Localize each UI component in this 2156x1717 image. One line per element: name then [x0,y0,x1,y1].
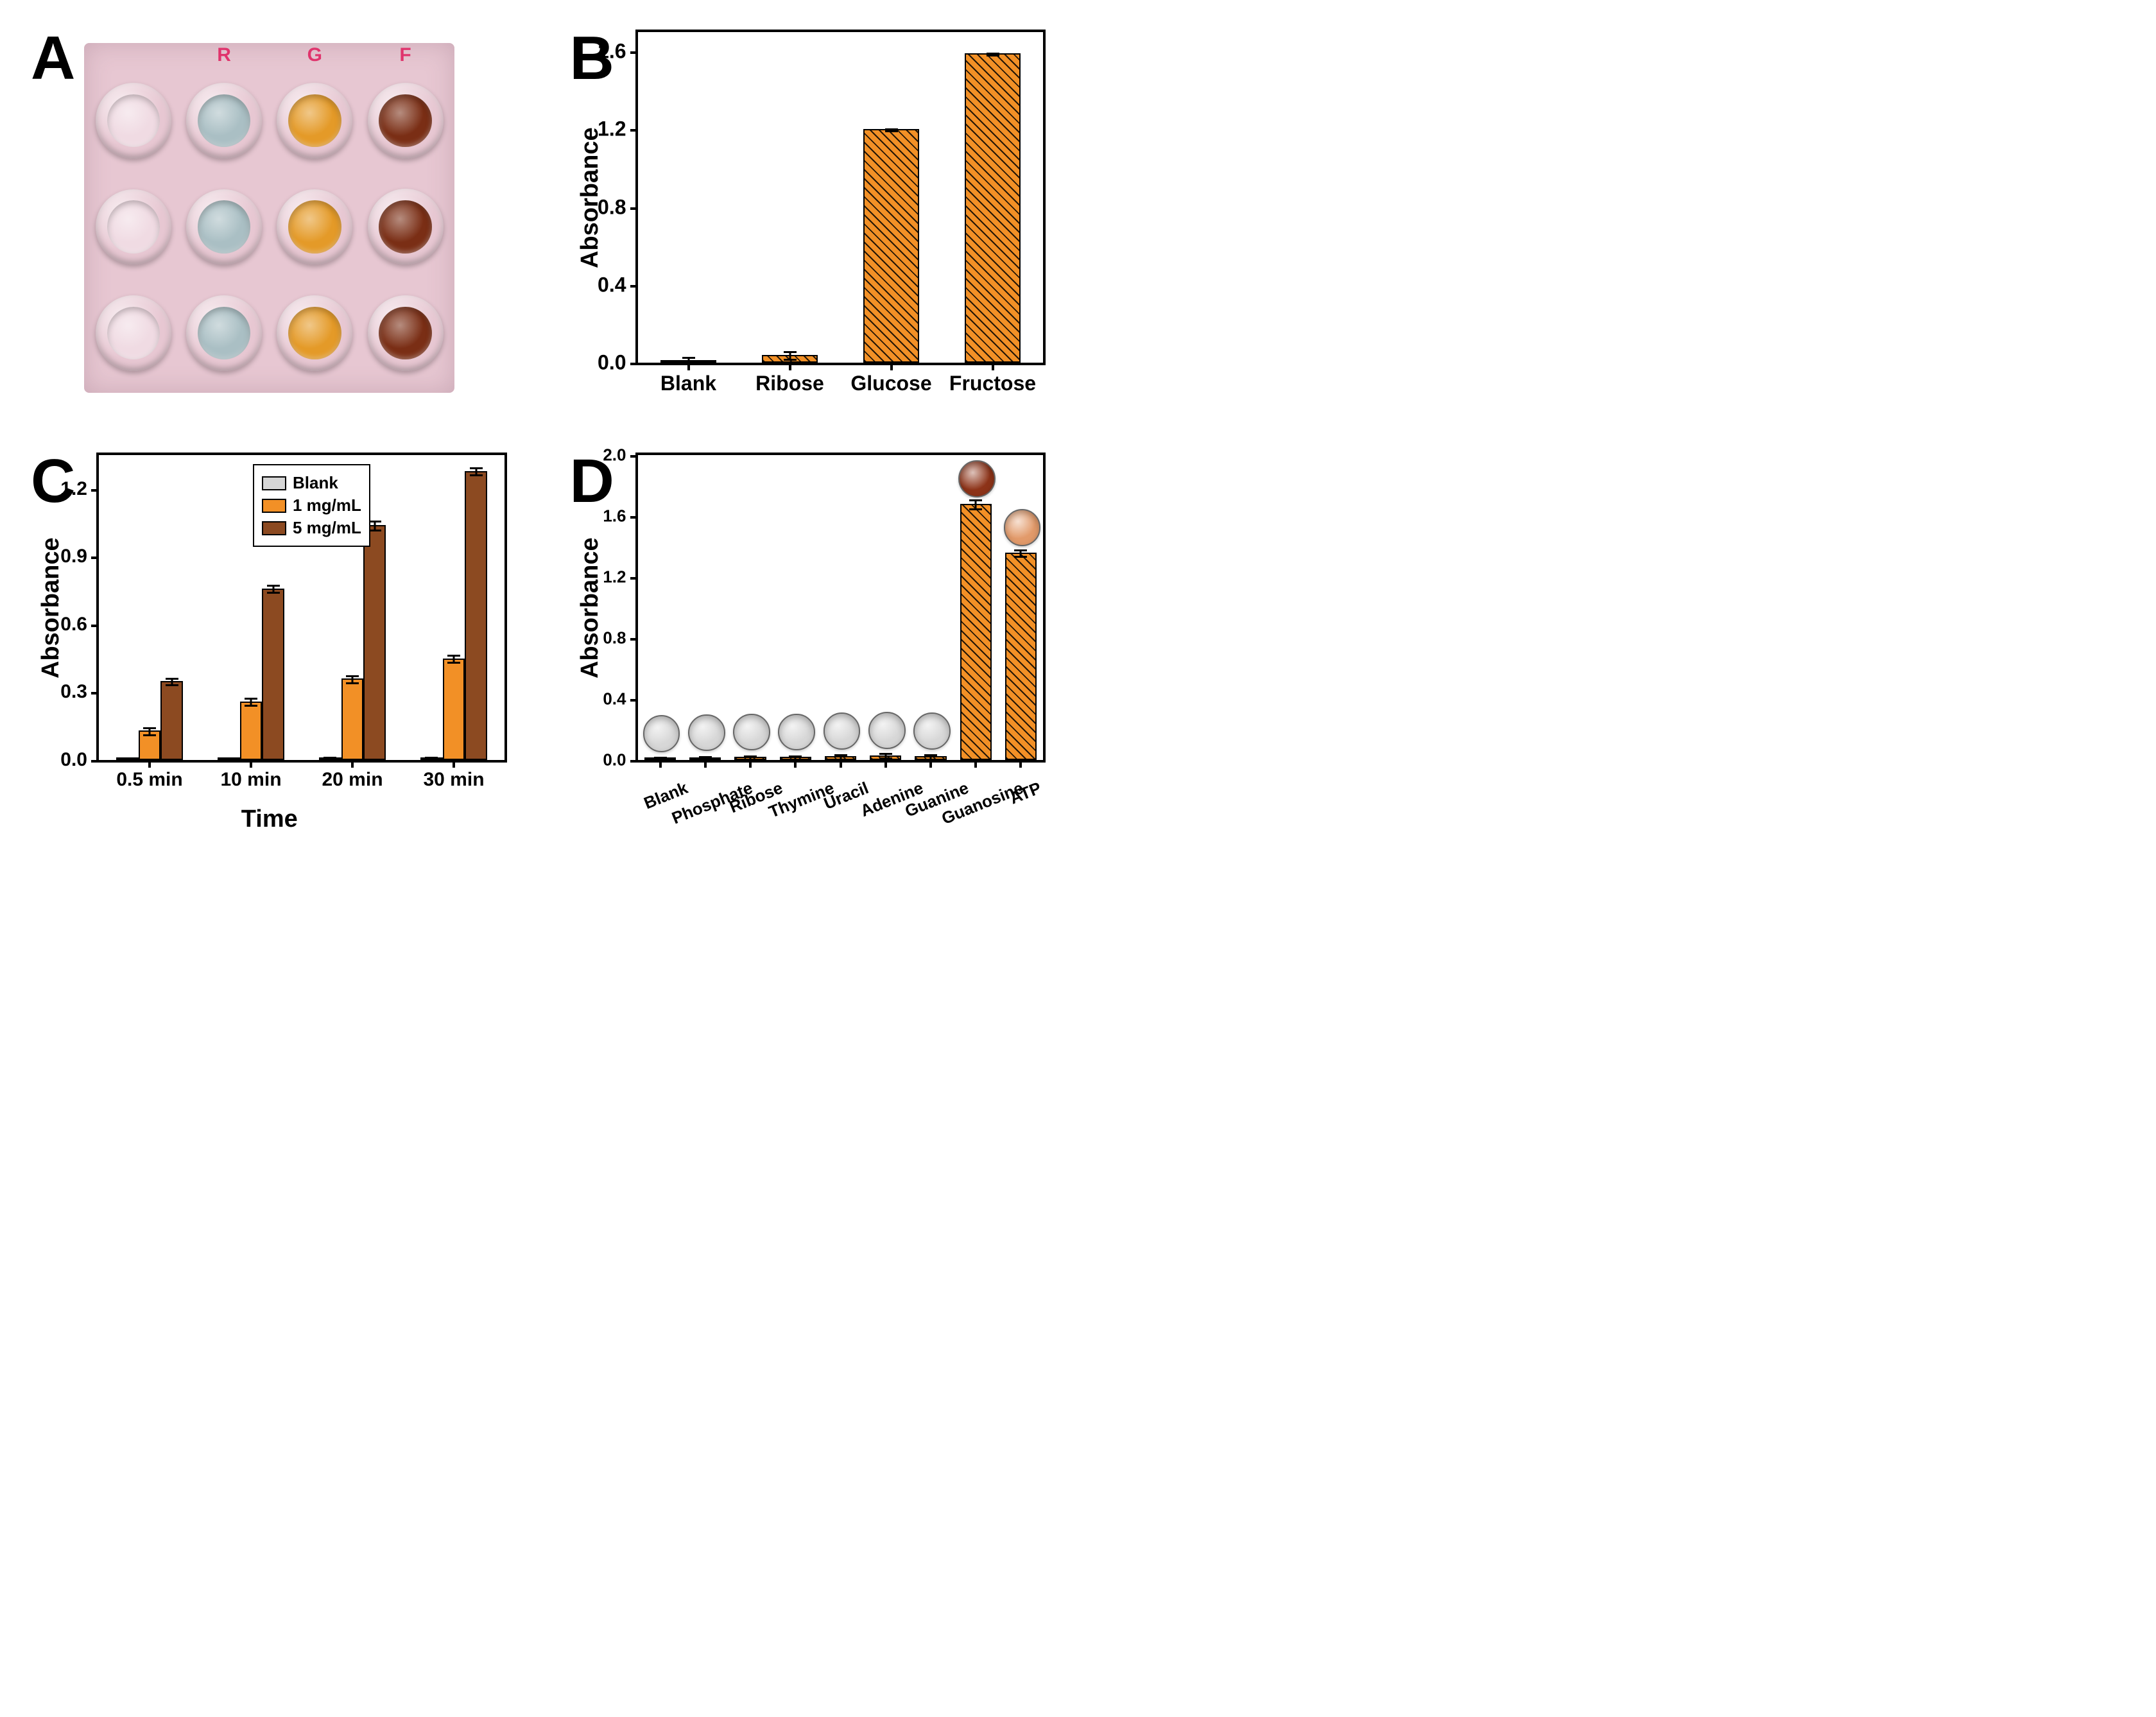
bar-chart-d: 0.00.40.81.21.62.0BlankPhosphateRiboseTh… [558,442,1059,840]
bar-chart-c: 0.00.30.60.91.20.5 min10 min20 min30 min… [19,442,520,840]
panel-a: A RGF [19,19,520,417]
y-tick-label: 0.4 [603,689,626,709]
panel-c: C 0.00.30.60.91.20.5 min10 min20 min30 m… [19,442,520,840]
inset-well-icon [824,712,861,750]
panel-b: B 0.00.40.81.21.6BlankRiboseGlucoseFruct… [558,19,1059,417]
y-tick-label: 0.4 [598,273,626,297]
inset-well-icon [643,715,680,752]
y-axis-label: Absorbance [576,127,604,268]
well [96,189,171,265]
plot-area: 0.00.30.60.91.20.5 min10 min20 min30 min… [96,453,507,763]
y-tick-label: 0.3 [60,681,87,703]
bar [262,589,284,760]
x-tick-label: 30 min [423,769,484,791]
inset-well-icon [733,714,770,751]
legend-swatch [262,476,286,490]
bar-chart-b: 0.00.40.81.21.6BlankRiboseGlucoseFructos… [558,19,1059,417]
x-tick-label: Glucose [850,372,931,395]
bar [960,504,992,760]
well [277,83,352,159]
bar [465,471,487,760]
y-tick-label: 0.8 [603,628,626,648]
well [368,295,444,371]
inset-well-icon [958,460,996,497]
y-tick-label: 0.0 [603,750,626,770]
y-axis-label: Absorbance [37,537,65,678]
bar [363,525,386,760]
legend-label: 5 mg/mL [293,518,361,538]
x-tick-label: 0.5 min [116,769,182,791]
bar [341,678,364,760]
wellplate-col-label: G [271,44,359,66]
legend-swatch [262,521,286,535]
figure-grid: A RGF B 0.00.40.81.21.6BlankRiboseGlucos… [0,0,1078,859]
legend-swatch [262,499,286,513]
well [368,189,444,264]
well [186,189,262,265]
legend-label: Blank [293,473,338,493]
plot-area: 0.00.40.81.21.6BlankRiboseGlucoseFructos… [635,30,1046,365]
x-tick-label: 10 min [220,769,281,791]
wellplate-col-label: R [180,44,268,66]
plot-area: 0.00.40.81.21.62.0BlankPhosphateRiboseTh… [635,453,1046,763]
x-tick-label: Blank [660,372,716,395]
x-tick-label: Ribose [755,372,824,395]
inset-well-icon [913,712,951,750]
wellplate-col-label: F [361,44,449,66]
y-tick-label: 0.0 [598,351,626,375]
bar [443,659,465,760]
well [96,83,171,159]
inset-well-icon [1004,509,1041,546]
panel-d: D 0.00.40.81.21.62.0BlankPhosphateRibose… [558,442,1059,840]
x-axis-label: Time [19,806,520,833]
bar [240,702,263,760]
bar [160,681,183,760]
y-tick-label: 1.2 [603,567,626,587]
well [368,83,444,159]
bar [863,129,919,363]
well [186,295,262,371]
panel-a-label: A [31,23,75,94]
bar [1005,553,1037,760]
panel-b-label: B [570,23,614,94]
wellplate-photo: RGF [19,19,520,417]
x-tick-label: 20 min [322,769,383,791]
x-tick-label: Fructose [949,372,1036,395]
well [186,83,262,159]
inset-well-icon [868,712,906,749]
legend: Blank 1 mg/mL 5 mg/mL [253,464,370,547]
inset-well-icon [778,714,815,751]
y-axis-label: Absorbance [576,537,604,678]
bar [965,53,1021,363]
legend-label: 1 mg/mL [293,496,361,515]
well [277,189,352,265]
inset-well-icon [688,714,725,752]
panel-d-label: D [570,446,614,517]
well [277,295,352,371]
well [96,295,171,371]
y-tick-label: 0.0 [60,749,87,771]
panel-c-label: C [31,446,75,517]
